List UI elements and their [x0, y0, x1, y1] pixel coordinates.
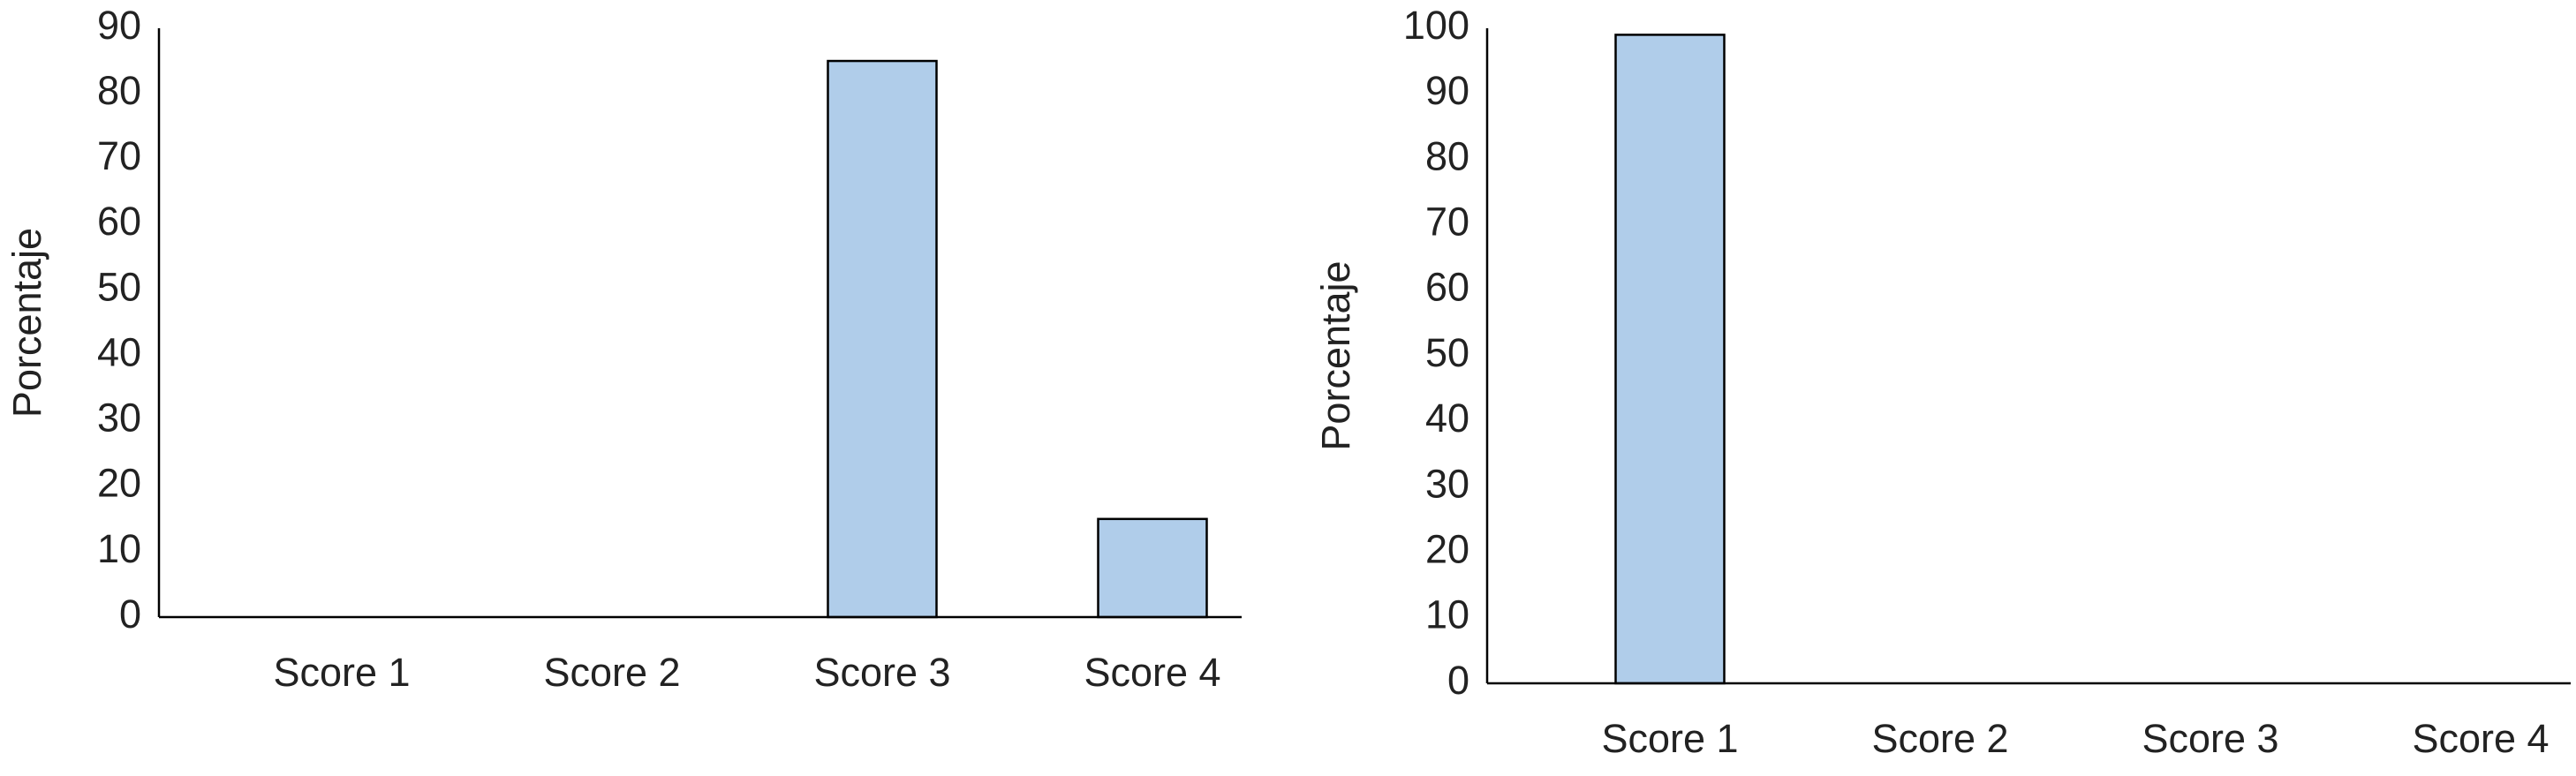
x-tick-label: Score 3	[2142, 716, 2278, 761]
y-tick-label: 90	[1425, 68, 1469, 113]
x-tick-label: Score 4	[1084, 650, 1220, 695]
y-tick-label: 0	[119, 591, 141, 637]
y-tick-label: 60	[1425, 265, 1469, 310]
y-tick-label: 70	[97, 133, 141, 178]
y-tick-label: 50	[1425, 330, 1469, 375]
y-tick-label: 10	[97, 526, 141, 571]
y-tick-label: 20	[1425, 526, 1469, 571]
y-tick-label: 0	[1447, 658, 1469, 703]
x-tick-label: Score 1	[1601, 716, 1738, 761]
y-tick-label: 40	[97, 329, 141, 374]
y-tick-label: 40	[1425, 396, 1469, 441]
bar	[1614, 34, 1726, 685]
y-tick-label: 100	[1403, 3, 1469, 48]
x-tick-label: Score 4	[2412, 716, 2549, 761]
y-tick-label: 20	[97, 461, 141, 506]
y-tick-label: 90	[97, 3, 141, 48]
y-tick-label: 80	[97, 68, 141, 113]
bar	[827, 59, 938, 619]
bar	[1097, 517, 1208, 619]
y-tick-label: 60	[97, 199, 141, 244]
y-tick-label: 70	[1425, 199, 1469, 244]
y-tick-label: 80	[1425, 133, 1469, 178]
y-axis-label: Porcentaje	[4, 228, 49, 418]
y-axis-label: Porcentaje	[1313, 260, 1358, 450]
y-tick-label: 50	[97, 264, 141, 309]
x-tick-label: Score 3	[813, 650, 950, 695]
y-tick-label: 30	[97, 396, 141, 441]
x-tick-label: Score 2	[543, 650, 680, 695]
x-tick-label: Score 1	[273, 650, 410, 695]
y-tick-label: 30	[1425, 461, 1469, 506]
y-tick-label: 10	[1425, 592, 1469, 637]
x-tick-label: Score 2	[1871, 716, 2008, 761]
